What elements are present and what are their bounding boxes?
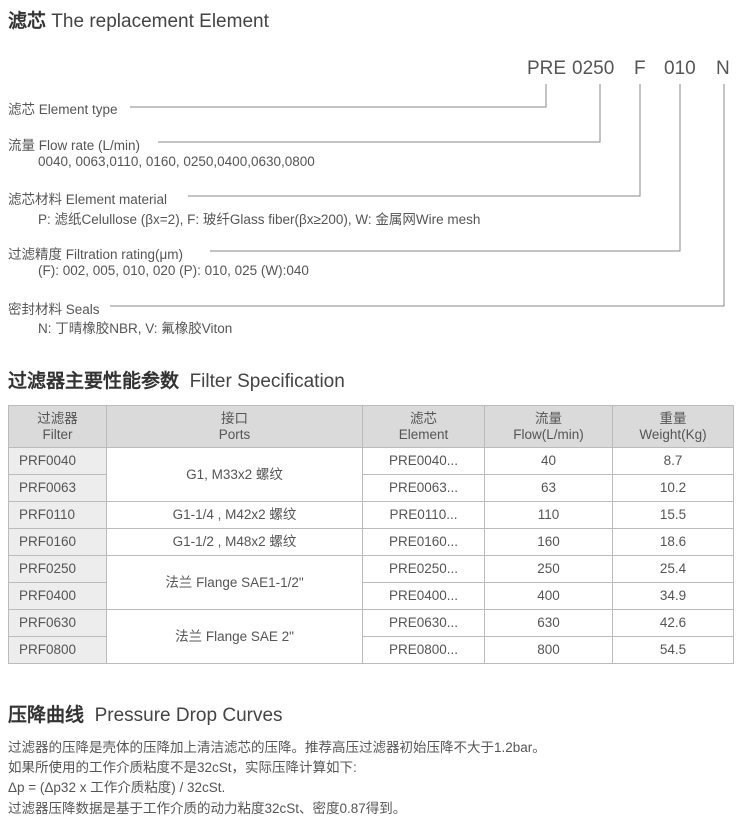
table-row: PRF0063 PRE0063... 63 10.2 [8,474,734,502]
table-row: PRF0110 G1-1/4 , M42x2 螺纹 PRE0110... 110 15.… [8,501,734,529]
ports-cell: G1, M33x2 螺纹 [106,447,363,502]
table-row: PRF0040 G1, M33x2 螺纹 PRE0040... 40 8.7 [8,447,734,502]
table-header-row: 过滤器 Filter 接口 Ports 滤芯 Element 流量 Flow(L/min… [8,405,734,448]
ports-cell: G1-1/4 , M42x2 螺纹 [106,501,363,529]
field-detail-rating: (F): 002, 005, 010, 020 (P): 010, 025 (W… [38,263,309,278]
field-detail-material: P: 滤纸Celullose (βx=2), F: 玻纤Glass fiber(… [38,212,481,227]
section-title-element: 滤芯 The replacement Element [8,11,269,32]
ports-cell: 法兰 Flange SAE 2" [106,609,363,664]
table-row: PRF0400 PRE0400... 400 34.9 [8,582,734,610]
section-title-spec: 过滤器主要性能参数 Filter Specification [8,371,345,392]
ports-cell: G1-1/2 , M48x2 螺纹 [106,528,363,556]
paragraph: 过滤器的压降是壳体的压降加上清洁滤芯的压降。推荐高压过滤器初始压降不大于1.2b… [8,740,546,755]
field-detail-seals: N: 丁晴橡胶NBR, V: 氟橡胶Viton [38,321,233,336]
spec-table: 过滤器 Filter 接口 Ports 滤芯 Element 流量 Flow(L/min… [8,405,734,664]
code-leader-lines [110,84,725,307]
code-part-seals: N [716,58,730,79]
paragraph: 过滤器压降数据是基于工作介质的动力粘度32cSt、密度0.87得到。 [8,801,407,816]
table-row: PRF0800 PRE0800... 800 54.5 [8,636,734,664]
header-element: 滤芯 Element [362,405,485,448]
formula: Δp = (Δp32 x 工作介质粘度) / 32cSt. [8,780,226,795]
table-row: PRF0250 法兰 Flange SAE1-1/2" PRE0250... 250 2… [8,555,734,610]
paragraph: 如果所使用的工作介质粘度不是32cSt，实际压降计算如下: [8,760,357,775]
field-label-material: 滤芯材料 Element material [8,192,168,207]
code-part-pre: PRE [527,58,567,79]
code-part-flow: 0250 [572,58,615,79]
header-filter: 过滤器 Filter [8,405,107,448]
header-ports: 接口 Ports [106,405,363,448]
field-label-flow-rate: 流量 Flow rate (L/min) [8,138,141,153]
header-weight: 重量 Weight(Kg) [612,405,734,448]
table-row: PRF0160 G1-1/2 , M48x2 螺纹 PRE0160... 160 18.… [8,528,734,556]
field-label-element-type: 滤芯 Element type [8,102,118,117]
code-part-rating: 010 [664,58,696,79]
field-label-seals: 密封材料 Seals [8,302,100,317]
table-row: PRF0630 法兰 Flange SAE 2" PRE0630... 630 42.6 [8,609,734,664]
field-detail-flow-rate: 0040, 0063,0110, 0160, 0250,0400,0630,08… [38,154,315,169]
section-title-pressure: 压降曲线 Pressure Drop Curves [8,705,283,726]
header-flow: 流量 Flow(L/min) [484,405,613,448]
field-label-rating: 过滤精度 Filtration rating(μm) [8,247,184,262]
code-part-material: F [634,58,646,79]
ports-cell: 法兰 Flange SAE1-1/2" [106,555,363,610]
